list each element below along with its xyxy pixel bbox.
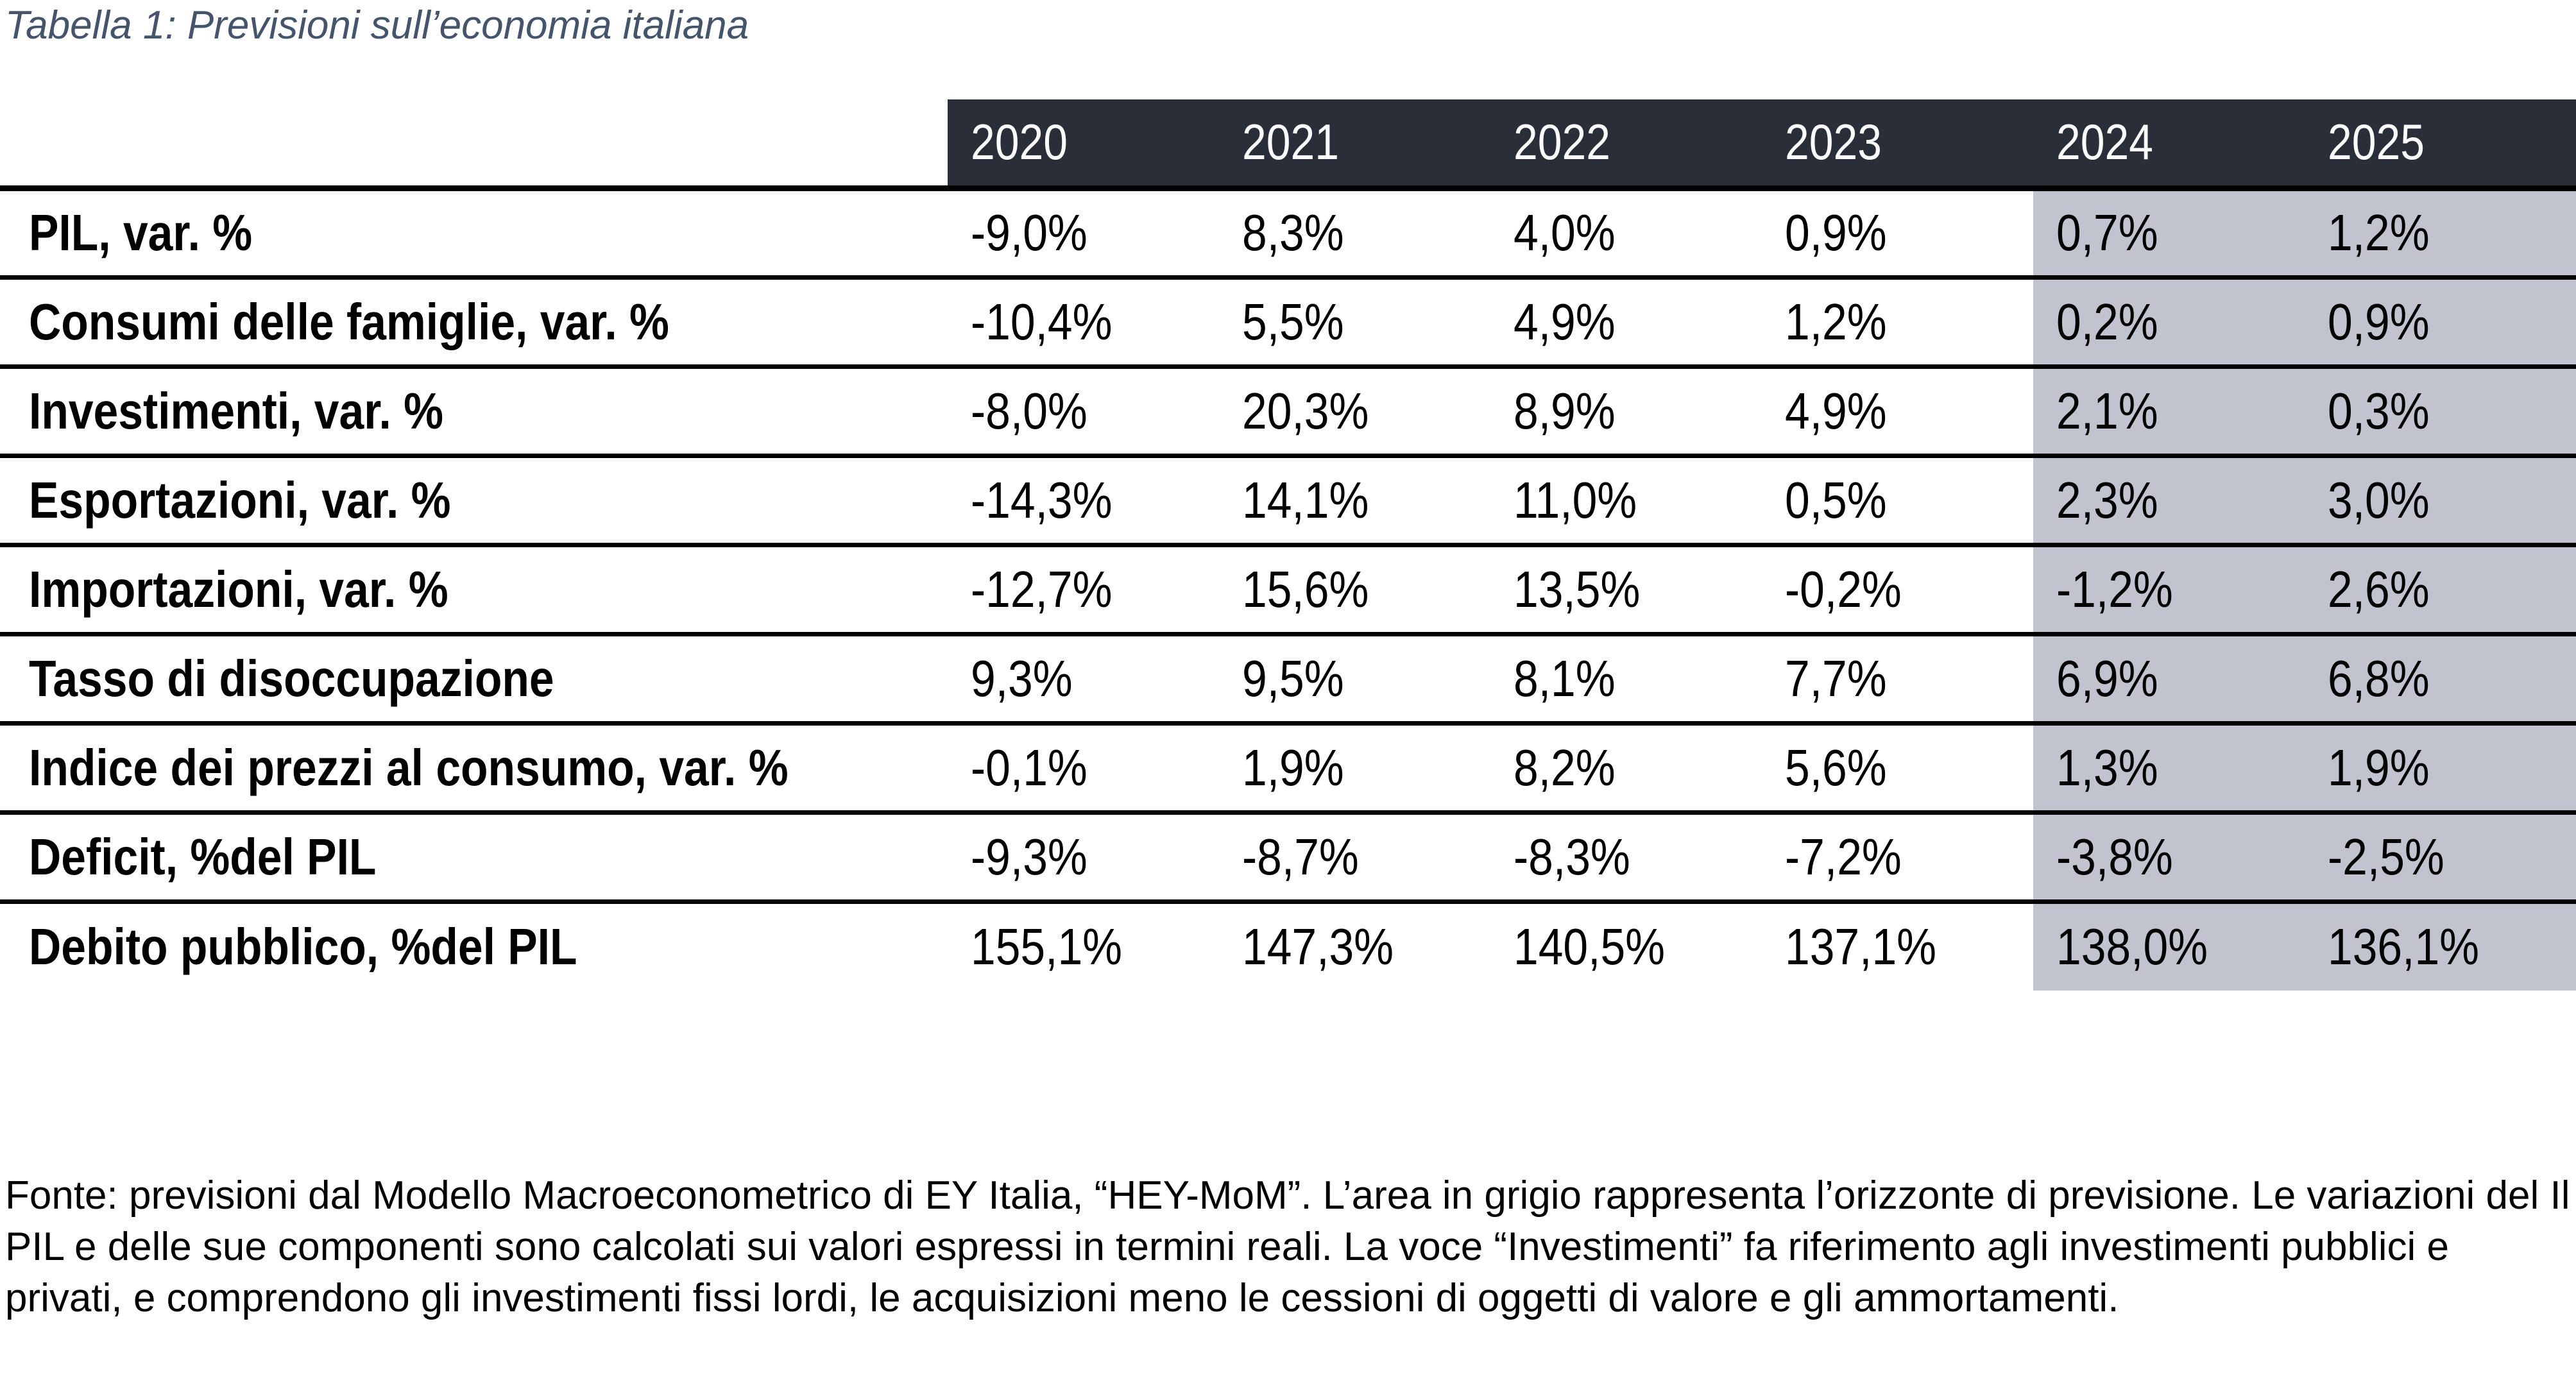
forecast-value-cell: 1,3% xyxy=(2033,723,2305,815)
value-cell: 4,9% xyxy=(1762,366,2033,458)
forecast-value-cell: 2,6% xyxy=(2305,545,2576,636)
forecast-value-cell: 0,2% xyxy=(2033,277,2305,369)
year-label: 2023 xyxy=(1785,114,1882,171)
year-header-2023: 2023 xyxy=(1762,99,2033,191)
forecast-value-cell: 0,9% xyxy=(2305,277,2576,369)
value-cell: 15,6% xyxy=(1219,545,1490,636)
value-cell: 1,2% xyxy=(1762,277,2033,369)
corner-header xyxy=(0,99,948,191)
value-cell: 9,5% xyxy=(1219,634,1490,726)
value-cell: 13,5% xyxy=(1490,545,1762,636)
row-label: Deficit, %del PIL xyxy=(0,812,948,904)
value-cell: 4,0% xyxy=(1490,188,1762,280)
value-cell: -0,1% xyxy=(948,723,1219,815)
row-label: Tasso di disoccupazione xyxy=(0,634,948,726)
forecast-table: 2020 2021 2022 2023 2024 2025 PIL, var. … xyxy=(0,99,2576,991)
forecast-value-cell: 2,3% xyxy=(2033,455,2305,547)
row-label: Debito pubblico, %del PIL xyxy=(0,901,948,991)
forecast-value-cell: 136,1% xyxy=(2305,901,2576,991)
table-row-disoccupazione: Tasso di disoccupazione 9,3% 9,5% 8,1% 7… xyxy=(0,634,2576,726)
value-cell: 4,9% xyxy=(1490,277,1762,369)
value-cell: -10,4% xyxy=(948,277,1219,369)
value-cell: -9,3% xyxy=(948,812,1219,904)
value-cell: 0,5% xyxy=(1762,455,2033,547)
year-label: 2021 xyxy=(1242,114,1339,171)
value-cell: -14,3% xyxy=(948,455,1219,547)
forecast-value-cell: 6,9% xyxy=(2033,634,2305,726)
value-cell: -0,2% xyxy=(1762,545,2033,636)
value-cell: -8,7% xyxy=(1219,812,1490,904)
forecast-value-cell: -3,8% xyxy=(2033,812,2305,904)
value-cell: -9,0% xyxy=(948,188,1219,280)
value-cell: 1,9% xyxy=(1219,723,1490,815)
row-label: Importazioni, var. % xyxy=(0,545,948,636)
value-cell: 9,3% xyxy=(948,634,1219,726)
value-cell: -12,7% xyxy=(948,545,1219,636)
value-cell: 8,1% xyxy=(1490,634,1762,726)
forecast-value-cell: 6,8% xyxy=(2305,634,2576,726)
value-cell: 0,9% xyxy=(1762,188,2033,280)
table-row-esportazioni: Esportazioni, var. % -14,3% 14,1% 11,0% … xyxy=(0,455,2576,547)
year-header-2024: 2024 xyxy=(2033,99,2305,191)
value-cell: 147,3% xyxy=(1219,901,1490,991)
table-row-prezzi: Indice dei prezzi al consumo, var. % -0,… xyxy=(0,723,2576,815)
value-cell: 137,1% xyxy=(1762,901,2033,991)
year-header-2021: 2021 xyxy=(1219,99,1490,191)
year-header-2025: 2025 xyxy=(2305,99,2576,191)
table-row-debito: Debito pubblico, %del PIL 155,1% 147,3% … xyxy=(0,901,2576,991)
source-footnote: Fonte: previsioni dal Modello Macroecono… xyxy=(5,1173,2570,1320)
year-header-2022: 2022 xyxy=(1490,99,1762,191)
value-cell: -8,0% xyxy=(948,366,1219,458)
row-label: Indice dei prezzi al consumo, var. % xyxy=(0,723,948,815)
table-row-deficit: Deficit, %del PIL -9,3% -8,7% -8,3% -7,2… xyxy=(0,812,2576,904)
forecast-value-cell: 1,9% xyxy=(2305,723,2576,815)
value-cell: 8,9% xyxy=(1490,366,1762,458)
forecast-value-cell: 1,2% xyxy=(2305,188,2576,280)
year-label: 2020 xyxy=(971,114,1068,171)
table-row-pil: PIL, var. % -9,0% 8,3% 4,0% 0,9% 0,7% 1,… xyxy=(0,188,2576,280)
value-cell: 5,5% xyxy=(1219,277,1490,369)
value-cell: 11,0% xyxy=(1490,455,1762,547)
forecast-value-cell: -1,2% xyxy=(2033,545,2305,636)
forecast-value-cell: 2,1% xyxy=(2033,366,2305,458)
value-cell: -7,2% xyxy=(1762,812,2033,904)
forecast-value-cell: -2,5% xyxy=(2305,812,2576,904)
year-header-2020: 2020 xyxy=(948,99,1219,191)
year-label: 2022 xyxy=(1514,114,1610,171)
forecast-value-cell: 138,0% xyxy=(2033,901,2305,991)
forecast-value-cell: 0,7% xyxy=(2033,188,2305,280)
page-title: Tabella 1: Previsioni sull’economia ital… xyxy=(5,3,749,47)
value-cell: 8,2% xyxy=(1490,723,1762,815)
value-cell: -8,3% xyxy=(1490,812,1762,904)
value-cell: 20,3% xyxy=(1219,366,1490,458)
row-label: PIL, var. % xyxy=(0,188,948,280)
year-label: 2025 xyxy=(2328,114,2425,171)
value-cell: 140,5% xyxy=(1490,901,1762,991)
row-label: Investimenti, var. % xyxy=(0,366,948,458)
row-label: Consumi delle famiglie, var. % xyxy=(0,277,948,369)
value-cell: 14,1% xyxy=(1219,455,1490,547)
table-header-row: 2020 2021 2022 2023 2024 2025 xyxy=(0,99,2576,191)
table-row-investimenti: Investimenti, var. % -8,0% 20,3% 8,9% 4,… xyxy=(0,366,2576,458)
year-label: 2024 xyxy=(2056,114,2153,171)
table-row-importazioni: Importazioni, var. % -12,7% 15,6% 13,5% … xyxy=(0,545,2576,636)
forecast-value-cell: 3,0% xyxy=(2305,455,2576,547)
value-cell: 155,1% xyxy=(948,901,1219,991)
value-cell: 8,3% xyxy=(1219,188,1490,280)
forecast-value-cell: 0,3% xyxy=(2305,366,2576,458)
row-label: Esportazioni, var. % xyxy=(0,455,948,547)
table-row-consumi: Consumi delle famiglie, var. % -10,4% 5,… xyxy=(0,277,2576,369)
value-cell: 5,6% xyxy=(1762,723,2033,815)
value-cell: 7,7% xyxy=(1762,634,2033,726)
